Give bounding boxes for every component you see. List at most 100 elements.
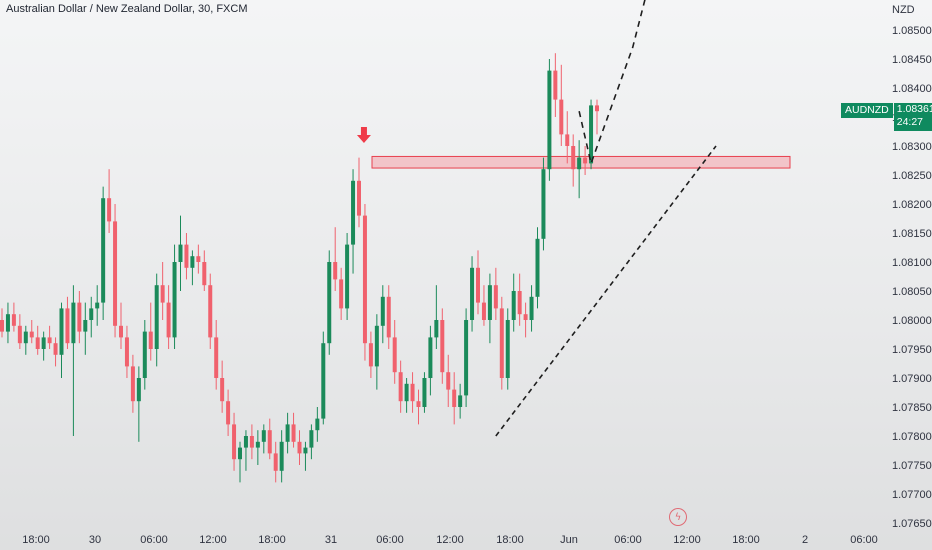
candle-body	[184, 244, 189, 268]
candle-body	[351, 180, 356, 245]
candle-body	[565, 134, 570, 146]
candle-body	[440, 320, 445, 373]
candle-body	[511, 291, 516, 320]
y-tick-label: 1.07950	[892, 344, 932, 356]
candle-body	[589, 105, 594, 164]
y-tick-label: 1.08150	[892, 228, 932, 240]
y-tick-label: 1.08400	[892, 83, 932, 95]
y-tick-label: 1.08200	[892, 199, 932, 211]
candle-body	[29, 331, 34, 338]
candle-body	[53, 343, 58, 355]
candle-body	[333, 262, 338, 280]
y-tick-label: 1.07800	[892, 431, 932, 443]
y-tick-label: 1.08450	[892, 54, 932, 66]
x-tick-label: 06:00	[140, 534, 168, 546]
candle-body	[374, 325, 379, 367]
x-tick-label: 18:00	[496, 534, 524, 546]
candle-body	[202, 262, 207, 286]
candle-body	[23, 331, 28, 344]
candle-body	[47, 337, 52, 344]
candle-body	[309, 430, 314, 448]
candle-body	[404, 383, 409, 402]
candle-body	[487, 285, 492, 320]
symbol-label: AUDNZD	[841, 103, 893, 118]
candle-body	[285, 424, 290, 442]
drawn-lines	[495, 0, 717, 437]
candle-body	[291, 424, 296, 442]
candle-body	[327, 262, 332, 344]
candle-body	[535, 238, 540, 297]
down-arrow-icon	[356, 127, 371, 143]
x-tick-label: 06:00	[850, 534, 878, 546]
y-tick-label: 1.08100	[892, 257, 932, 269]
candle-body	[452, 389, 457, 407]
x-tick-label: 18:00	[732, 534, 760, 546]
candle-body	[505, 320, 510, 378]
candle-body	[339, 279, 344, 309]
candle-body	[577, 157, 582, 170]
candle-body	[208, 285, 213, 338]
candle-body	[71, 302, 76, 344]
y-tick-label: 1.08050	[892, 286, 932, 298]
support-trendline	[495, 145, 717, 437]
x-tick-label: Jun	[560, 534, 578, 546]
candle-body	[345, 244, 350, 309]
candle-body	[107, 198, 112, 222]
candle-body	[35, 337, 40, 349]
lightning-icon[interactable]: ϟ	[669, 508, 687, 526]
current-price-badge: AUDNZD 1.08361 24:27	[841, 103, 932, 131]
candle-body	[65, 308, 70, 344]
candle-body	[11, 314, 16, 326]
candle-body	[315, 418, 320, 431]
candle-body	[386, 296, 391, 338]
marker-layer	[356, 127, 371, 143]
candle-body	[154, 285, 159, 349]
candle-body	[142, 331, 147, 378]
candle-body	[238, 447, 242, 460]
candle-body	[0, 320, 4, 332]
candle-body	[428, 337, 433, 378]
candle-body	[422, 378, 427, 407]
candle-body	[523, 314, 528, 320]
price-axis[interactable]: 1.085001.084501.084001.083501.083001.082…	[892, 25, 932, 530]
y-tick-label: 1.07700	[892, 489, 932, 501]
candle-body	[458, 395, 463, 407]
y-tick-label: 1.07850	[892, 402, 932, 414]
candle-body	[243, 436, 248, 448]
lightning-glyph: ϟ	[674, 511, 682, 523]
candle-body	[571, 146, 576, 170]
candle-body	[17, 325, 22, 344]
candle-body	[190, 256, 195, 268]
candle-body	[136, 378, 141, 402]
candle-body	[113, 221, 118, 326]
candle-body	[59, 308, 64, 355]
chart-title: Australian Dollar / New Zealand Dollar, …	[6, 3, 248, 15]
y-tick-label: 1.07650	[892, 518, 932, 530]
candle-body	[261, 430, 266, 442]
candle-body	[89, 308, 94, 320]
projection-path	[578, 0, 646, 167]
x-tick-label: 18:00	[22, 534, 50, 546]
candle-body	[481, 302, 486, 320]
price-and-countdown: 1.08361 24:27	[893, 103, 932, 131]
candle-body	[398, 372, 403, 402]
candle-body	[553, 70, 558, 100]
candle-body	[434, 320, 439, 338]
candle-body	[95, 302, 100, 309]
candle-body	[124, 337, 129, 367]
x-tick-label: 2	[802, 534, 808, 546]
candle-body	[517, 291, 522, 315]
candle-body	[547, 70, 552, 170]
x-tick-label: 06:00	[376, 534, 404, 546]
candle-body	[273, 453, 278, 471]
candle-body	[220, 378, 225, 402]
candle-body	[470, 267, 475, 320]
y-tick-label: 1.07750	[892, 460, 932, 472]
candle-body	[416, 401, 421, 407]
time-axis[interactable]: 18:00 30 06:00 12:00 18:00 31 06:00 12:00 18:00 J…	[22, 534, 878, 546]
candle-body	[160, 285, 165, 303]
candle-body	[5, 314, 10, 332]
bar-countdown: 24:27	[896, 116, 924, 128]
candle-body	[476, 267, 480, 303]
